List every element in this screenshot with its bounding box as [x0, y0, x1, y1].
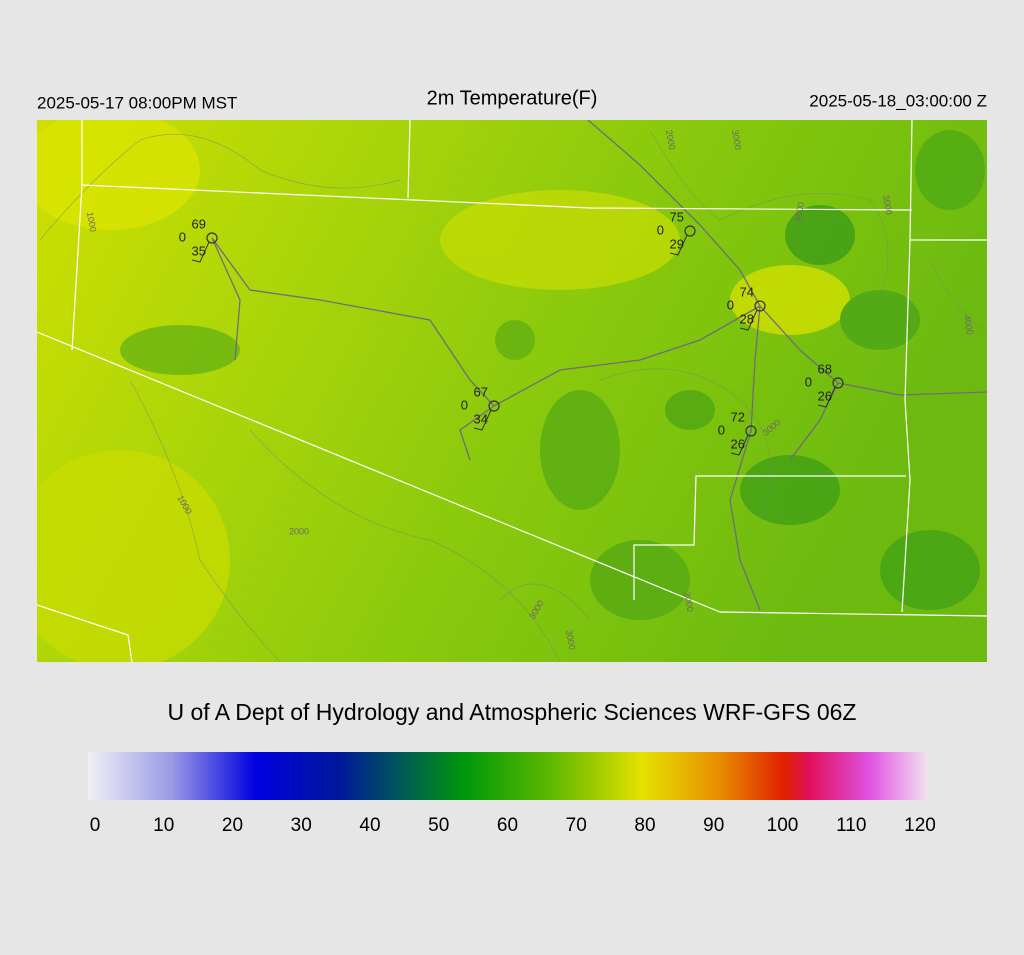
colorbar-ticks: 0 10 20 30 40 50 60 70 80 90 100 110 120 [90, 815, 936, 836]
wind-barb [669, 234, 688, 256]
colorbar-tick-label: 70 [566, 815, 587, 836]
wind-speed: 0 [805, 374, 812, 389]
contour-label: 4000 [962, 314, 975, 335]
valid-time: 2025-05-18_03:00:00 Z [809, 91, 987, 110]
colorbar [88, 752, 927, 800]
station-circle [206, 232, 218, 244]
roads [211, 120, 987, 611]
contour-label: 2000 [289, 526, 309, 536]
dewpoint: 29 [670, 236, 684, 251]
temperature: 74 [740, 284, 754, 299]
dewpoint: 26 [731, 436, 745, 451]
colorbar-tick-label: 0 [90, 815, 101, 836]
map-title: 2m Temperature(F) [427, 87, 598, 109]
wind-speed: 0 [179, 229, 186, 244]
wind-speed: 0 [461, 397, 468, 412]
temperature: 72 [731, 409, 745, 424]
contour-label: 3000 [564, 629, 577, 650]
colorbar-tick-label: 80 [634, 815, 655, 836]
wind-speed: 0 [657, 222, 664, 237]
terrain-shading [37, 120, 985, 662]
colorbar-tick-label: 60 [497, 815, 518, 836]
colorbar-tick-label: 30 [291, 815, 312, 836]
dewpoint: 35 [192, 243, 206, 258]
wind-barb [817, 386, 836, 408]
colorbar-tick-label: 40 [359, 815, 380, 836]
wind-barb [739, 309, 758, 331]
contour-label: 4000 [793, 201, 806, 222]
temperature: 68 [818, 361, 832, 376]
wind-barb [191, 241, 210, 263]
wind-barb [473, 409, 492, 431]
dewpoint: 28 [740, 311, 754, 326]
temperature: 67 [474, 384, 488, 399]
borders [37, 120, 987, 662]
dewpoint: 26 [818, 388, 832, 403]
colorbar-tick-label: 10 [153, 815, 174, 836]
colorbar-tick-label: 100 [767, 815, 799, 836]
local-time: 2025-05-17 08:00PM MST [37, 93, 237, 112]
stations: 69 0 35 75 0 29 74 0 28 68 0 26 67 0 34 72 0 26 [179, 209, 844, 456]
contour-label: 3000 [730, 129, 743, 150]
colorbar-tick-label: 120 [904, 815, 936, 836]
colorbar-tick-label: 50 [428, 815, 449, 836]
colorbar-tick-label: 90 [703, 815, 724, 836]
temperature: 75 [670, 209, 684, 224]
contour-label: 3000 [682, 591, 695, 612]
contour-label: 2000 [664, 129, 677, 150]
colorbar-tick-label: 110 [836, 815, 866, 836]
wind-barb [730, 434, 749, 456]
station-circle [832, 377, 844, 389]
contour-label: 3000 [881, 194, 894, 215]
credit: U of A Dept of Hydrology and Atmospheric… [167, 699, 856, 725]
wind-speed: 0 [727, 297, 734, 312]
contour-label: 1000 [85, 211, 98, 232]
temperature: 69 [192, 216, 206, 231]
colorbar-tick-label: 20 [222, 815, 243, 836]
station-circle [754, 300, 766, 312]
station-circle [488, 400, 500, 412]
dewpoint: 34 [474, 411, 488, 426]
contours [39, 129, 987, 662]
wind-speed: 0 [718, 422, 725, 437]
station-circle [684, 225, 696, 237]
station-circle [745, 425, 757, 437]
